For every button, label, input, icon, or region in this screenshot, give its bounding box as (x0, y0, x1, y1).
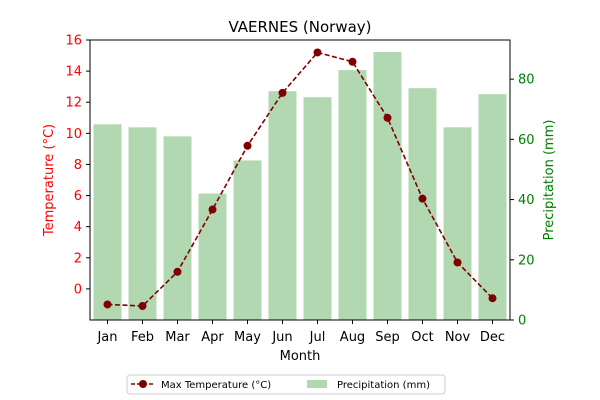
x-tick-label: Aug (340, 330, 365, 345)
precip-bar-mar (163, 136, 192, 320)
left-tick-label: 14 (65, 65, 82, 80)
left-tick-label: 8 (74, 158, 82, 173)
x-tick-label: Mar (165, 330, 190, 345)
x-tick-label: Nov (445, 330, 471, 345)
right-axis: 0 20 40 60 80 (510, 73, 535, 329)
precip-bar-may (233, 160, 262, 320)
left-tick-label: 2 (74, 251, 82, 266)
left-axis-title: Temperature (°C) (42, 124, 57, 237)
x-tick-label: Apr (201, 330, 224, 345)
chart-title: VAERNES (Norway) (228, 18, 371, 36)
temperature-point-jan (103, 300, 112, 309)
left-tick-label: 4 (74, 220, 82, 235)
legend: Max Temperature (°C) Precipitation (mm) (126, 374, 446, 395)
precip-bar-jun (268, 91, 297, 320)
x-tick-label: Dec (480, 330, 505, 345)
temperature-point-mar (173, 267, 182, 276)
x-tick-label: Jan (96, 330, 117, 345)
x-tick-label: Feb (131, 330, 154, 345)
left-axis: 0 2 4 6 8 10 12 14 16 (65, 34, 90, 297)
temperature-point-may (243, 141, 252, 150)
temperature-point-jun (278, 88, 287, 97)
precip-bar-feb (128, 127, 157, 320)
temperature-point-jul (313, 48, 322, 57)
temperature-point-apr (208, 205, 217, 214)
right-axis-title: Precipitation (mm) (542, 120, 557, 241)
x-axis-title: Month (280, 349, 321, 364)
right-tick-label: 20 (518, 253, 535, 268)
left-tick-label: 10 (65, 127, 82, 142)
temperature-point-sep (383, 113, 392, 122)
x-tick-label: Oct (411, 330, 433, 345)
legend-line-marker (139, 380, 147, 388)
precip-bar-aug (338, 70, 367, 320)
temperature-point-feb (138, 302, 147, 310)
left-tick-label: 16 (65, 34, 82, 49)
right-tick-label: 60 (518, 133, 535, 148)
legend-bar-swatch (307, 380, 327, 388)
temperature-line-group (103, 48, 497, 310)
right-tick-label: 80 (518, 73, 535, 88)
precip-bar-nov (443, 127, 472, 320)
x-tick-label: Jul (309, 330, 326, 345)
x-tick-label: May (234, 330, 261, 345)
precip-bar-dec (478, 94, 507, 321)
right-tick-label: 40 (518, 193, 535, 208)
temperature-point-aug (348, 57, 357, 66)
temperature-point-dec (488, 294, 497, 303)
left-tick-label: 0 (74, 282, 82, 297)
temperature-line (107, 51, 494, 307)
legend-box (126, 374, 446, 395)
left-tick-label: 12 (65, 96, 82, 111)
right-tick-label: 0 (518, 314, 526, 329)
x-tick-label: Jun (271, 330, 292, 345)
precipitation-bars (93, 52, 507, 321)
plot-frame (89, 39, 511, 321)
left-tick-label: 6 (74, 189, 82, 204)
precip-bar-jul (303, 97, 332, 320)
temperature-point-oct (418, 194, 427, 203)
precip-bar-apr (198, 193, 227, 320)
legend-temperature-label: Max Temperature (°C) (161, 380, 271, 391)
precip-bar-jan (93, 124, 122, 320)
precip-bar-oct (408, 88, 437, 320)
legend-precipitation-label: Precipitation (mm) (337, 380, 430, 391)
temperature-point-nov (453, 258, 462, 267)
x-axis: Jan Feb Mar Apr May Jun Jul Aug Sep Oct Nov Dec (96, 320, 505, 345)
precip-bar-sep (373, 52, 402, 321)
x-tick-label: Sep (375, 330, 400, 345)
